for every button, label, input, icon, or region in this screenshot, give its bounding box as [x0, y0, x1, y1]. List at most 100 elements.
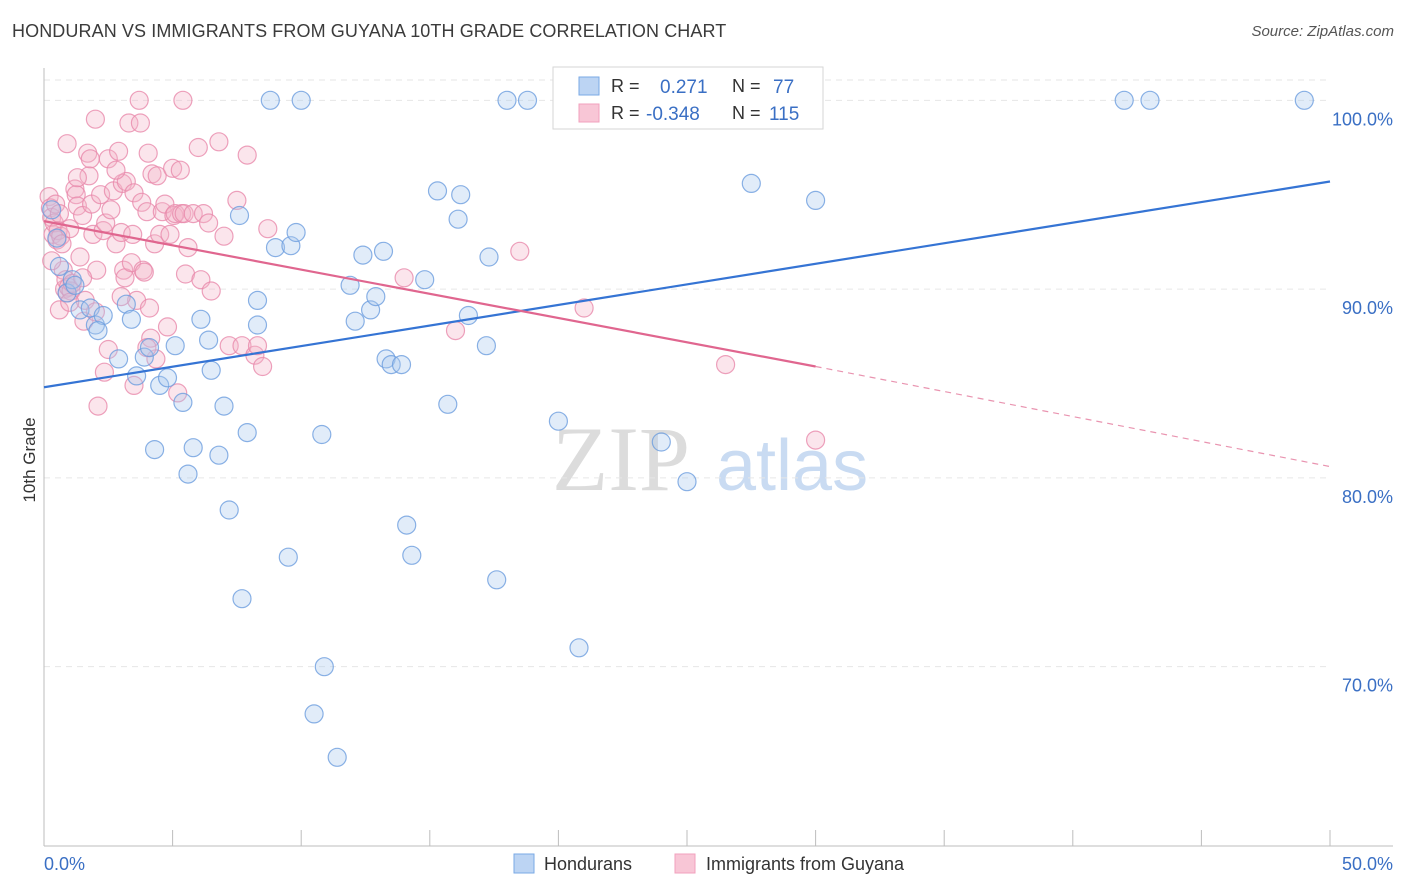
- guyana-point: [67, 196, 88, 216]
- guyana-point: [193, 204, 214, 224]
- honduran-point: [88, 321, 108, 341]
- honduran-point: [476, 336, 496, 356]
- honduran-point: [291, 90, 311, 110]
- guyana-point: [119, 113, 139, 133]
- guyana-point: [67, 168, 88, 188]
- honduran-point: [1140, 90, 1160, 110]
- trend-lines: [43, 180, 1331, 468]
- guyana-point: [214, 226, 234, 246]
- honduran-point: [214, 396, 234, 416]
- chart-title: HONDURAN VS IMMIGRANTS FROM GUYANA 10TH …: [12, 21, 727, 41]
- guyana-point: [132, 192, 152, 212]
- source-label: Source: ZipAtlas.com: [1251, 23, 1394, 40]
- honduran-point: [157, 368, 178, 388]
- honduran-point: [381, 355, 401, 375]
- guyana-point: [510, 241, 530, 261]
- honduran-point: [108, 349, 129, 369]
- honduran-point: [391, 355, 412, 375]
- watermark-zip: ZIP: [552, 408, 690, 510]
- guyana-point: [715, 355, 736, 375]
- guyana-point: [101, 200, 121, 220]
- honduran-point: [340, 275, 360, 295]
- honduran-point: [427, 181, 448, 201]
- honduran-point: [451, 185, 471, 205]
- guyana-point: [129, 90, 149, 110]
- y-tick-label: 100.0%: [1332, 109, 1393, 129]
- honduran-point: [1114, 90, 1134, 110]
- guyana-point: [90, 185, 111, 205]
- guyana-point: [173, 90, 193, 110]
- honduran-point: [805, 190, 826, 210]
- honduran-point: [121, 309, 141, 329]
- honduran-point: [145, 440, 165, 460]
- guyana-point: [80, 149, 100, 169]
- guyana-point: [137, 202, 157, 222]
- honduran-point: [49, 256, 70, 276]
- axes: [43, 68, 1393, 847]
- y-tick-label: 80.0%: [1342, 487, 1393, 507]
- honduran-point: [165, 336, 185, 356]
- guyana-point: [57, 134, 77, 154]
- guyana-point: [157, 317, 178, 337]
- guyana-point: [70, 247, 90, 267]
- honduran-point: [150, 375, 170, 395]
- grid-lines: [44, 79, 1330, 668]
- watermark-atlas: atlas: [716, 426, 868, 506]
- honduran-point: [229, 205, 250, 226]
- honduran-point: [569, 638, 589, 658]
- honduran-point: [402, 545, 422, 565]
- guyana-point: [445, 321, 466, 341]
- honduran-point: [209, 445, 229, 465]
- honduran-point: [247, 315, 268, 335]
- x-tick-label: 50.0%: [1342, 854, 1393, 874]
- honduran-point: [353, 245, 373, 265]
- guyana-point: [188, 137, 208, 158]
- honduran-point: [548, 411, 569, 431]
- series-guyana-points: [39, 90, 826, 450]
- honduran-point: [237, 423, 257, 443]
- honduran-point: [139, 338, 160, 358]
- honduran-point: [232, 589, 252, 609]
- honduran-point: [677, 472, 697, 492]
- honduran-point: [314, 657, 334, 677]
- guyana-point: [209, 132, 229, 152]
- series-hondurans-points: [42, 90, 1314, 767]
- guyana-point: [121, 253, 141, 273]
- honduran-point: [219, 500, 239, 520]
- guyana-point: [237, 145, 257, 165]
- honduran-point: [265, 238, 286, 258]
- honduran-point: [487, 570, 507, 590]
- bottom-legend-guyana: Immigrants from Guyana: [706, 854, 905, 874]
- honduran-point: [173, 392, 193, 412]
- honduran-point: [247, 290, 268, 310]
- legend-r-label-1: R =: [611, 76, 640, 96]
- guyana-point: [163, 158, 183, 178]
- guyana-point: [108, 141, 129, 161]
- honduran-point: [260, 90, 280, 110]
- honduran-point: [1294, 90, 1314, 110]
- honduran-point: [397, 515, 417, 535]
- trend-line-guyana: [43, 220, 816, 368]
- legend-n-value-2: 115: [769, 104, 799, 125]
- legend-swatch-hondurans: [578, 76, 600, 96]
- honduran-point: [373, 241, 394, 261]
- honduran-point: [116, 294, 136, 314]
- honduran-point: [327, 747, 347, 767]
- legend-r-value-1: 0.271: [660, 77, 708, 98]
- x-tick-label: 0.0%: [44, 854, 85, 874]
- guyana-point: [98, 149, 118, 169]
- guyana-point: [52, 234, 72, 254]
- guyana-point: [147, 166, 167, 186]
- honduran-point: [479, 247, 499, 267]
- honduran-point: [42, 200, 62, 220]
- bottom-legend-swatch-hondurans: [513, 853, 535, 874]
- honduran-point: [286, 222, 306, 243]
- honduran-point: [312, 424, 332, 445]
- y-tick-label: 70.0%: [1342, 676, 1393, 696]
- stats-legend: R = 0.271 N = 77 R = -0.348 N = 115: [552, 66, 824, 130]
- guyana-point: [49, 300, 70, 320]
- y-axis-label: 10th Grade: [20, 417, 39, 502]
- honduran-point: [278, 547, 298, 567]
- guyana-point: [123, 224, 143, 244]
- bottom-legend-swatch-guyana: [674, 853, 696, 874]
